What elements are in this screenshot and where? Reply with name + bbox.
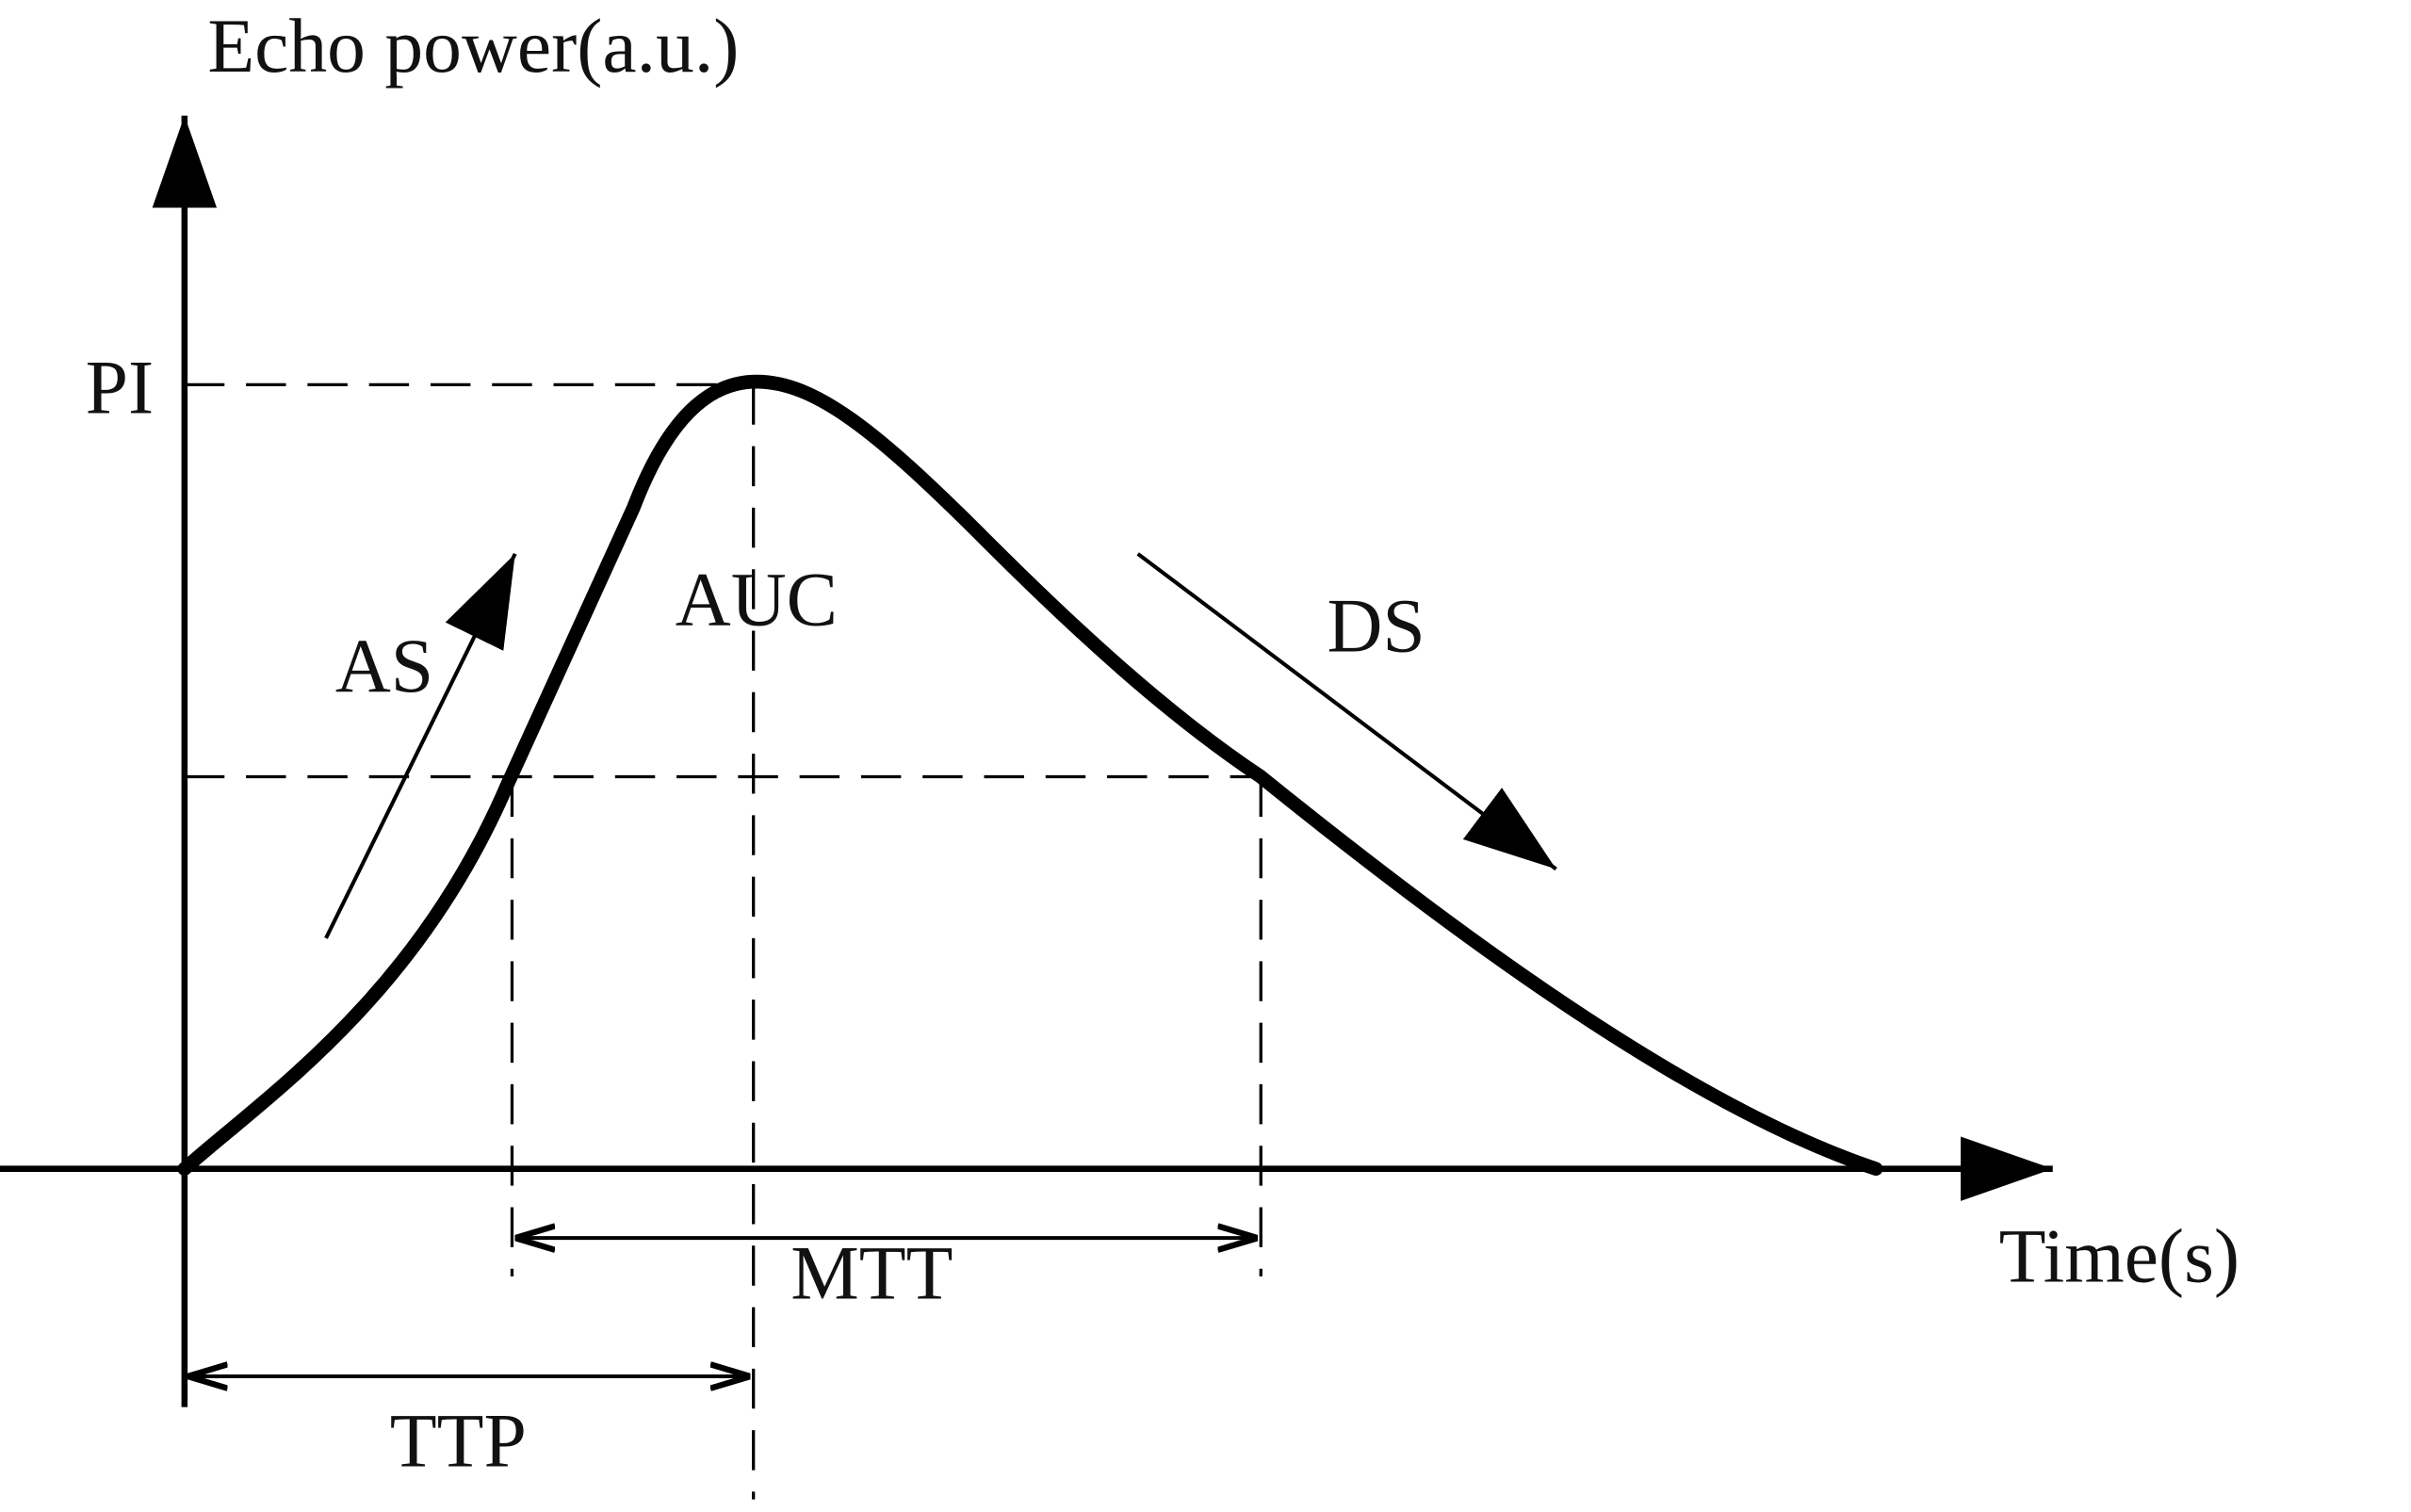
time-intensity-curve bbox=[177, 374, 1883, 1177]
as-label: AS bbox=[335, 623, 433, 708]
as-arrow bbox=[324, 552, 517, 939]
x-axis-label: Time(s) bbox=[1999, 1213, 2240, 1299]
mtt-label: MTT bbox=[790, 1230, 953, 1316]
ds-label: DS bbox=[1327, 582, 1425, 668]
auc-label: AUC bbox=[676, 557, 838, 642]
ttp-label: TTP bbox=[390, 1397, 527, 1483]
y-axis-label: Echo power(a.u.) bbox=[207, 3, 739, 89]
ds-arrow bbox=[1136, 552, 1557, 871]
pi-label: PI bbox=[86, 345, 155, 431]
